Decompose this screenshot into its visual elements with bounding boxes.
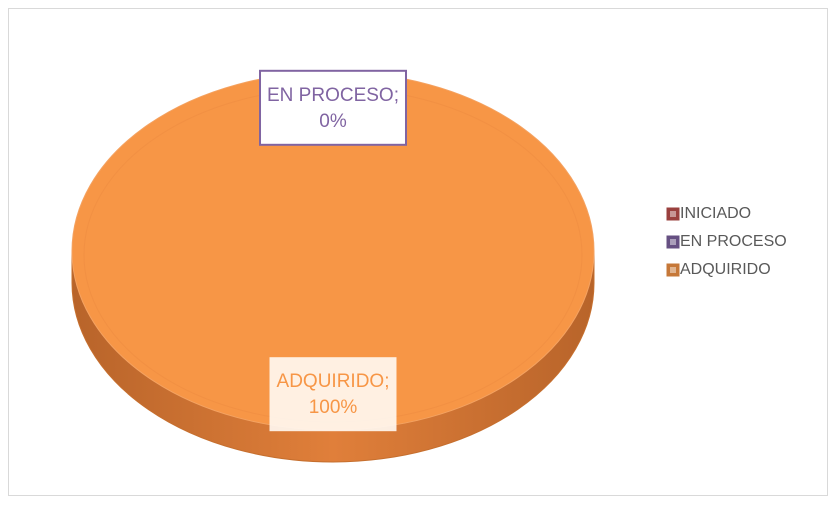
legend-label: INICIADO [680,205,751,222]
legend-label: EN PROCESO [680,233,787,250]
legend-swatch-inner [670,267,676,273]
data-label-box [269,357,397,432]
data-label-box [259,69,407,146]
data-label: EN PROCESO; 0% [259,69,407,146]
data-label-category: ADQUIRIDO [277,371,385,392]
legend-swatch [666,263,680,277]
legend-swatch [666,207,680,221]
data-label-text: EN PROCESO; [267,85,399,106]
data-label: ADQUIRIDO; 100% [269,357,397,432]
legend-swatch [666,235,680,249]
data-label-value: 100% [309,397,358,418]
data-label-text: ADQUIRIDO; [277,371,390,392]
data-label-value: 0% [319,111,347,132]
data-label-category: EN PROCESO [267,85,394,106]
legend-swatch-inner [670,239,676,245]
legend-swatch-inner [670,211,676,217]
data-label-separator: ; [394,85,399,106]
data-label-separator: ; [384,371,389,392]
legend-label: ADQUIRIDO [680,261,771,278]
